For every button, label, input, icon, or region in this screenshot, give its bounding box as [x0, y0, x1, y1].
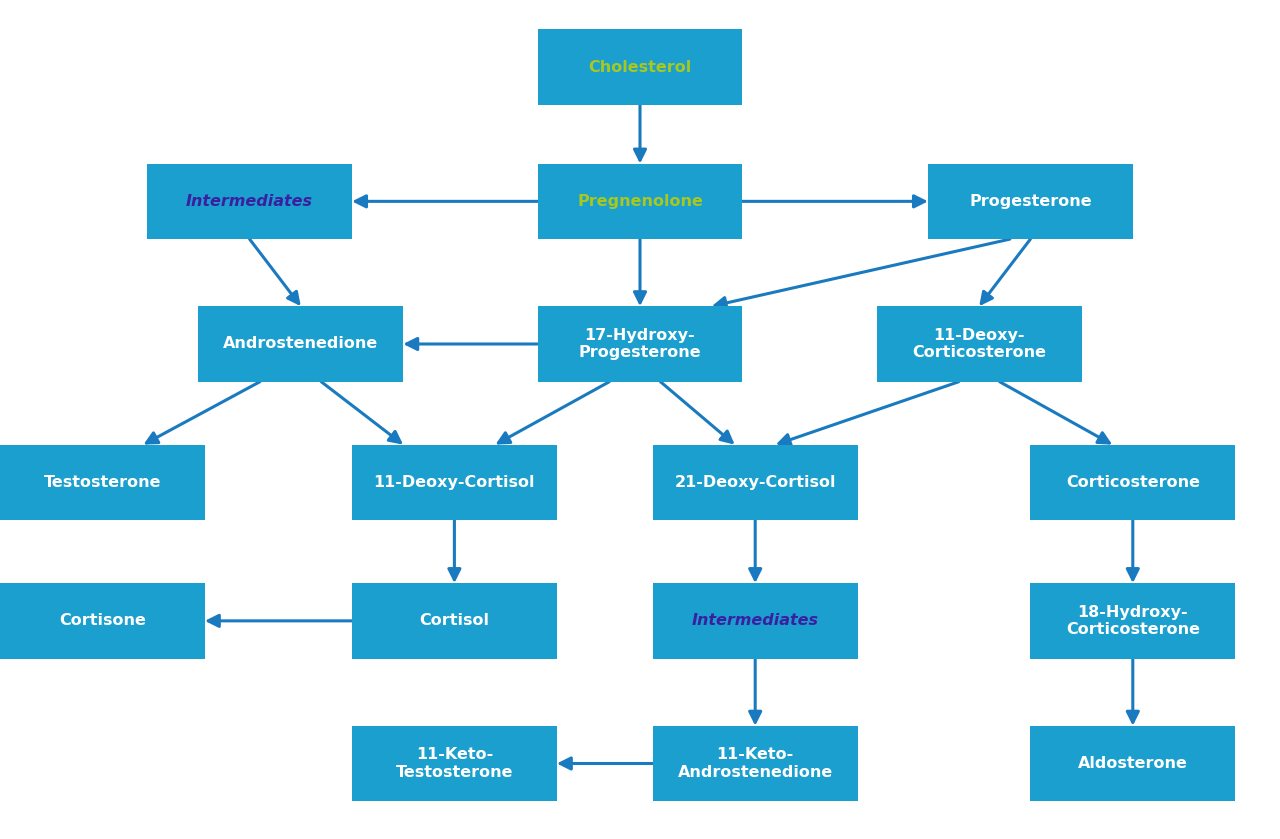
Text: Cortisol: Cortisol — [420, 613, 489, 628]
FancyBboxPatch shape — [352, 445, 557, 520]
FancyBboxPatch shape — [1030, 583, 1235, 659]
FancyBboxPatch shape — [147, 164, 352, 239]
FancyBboxPatch shape — [352, 583, 557, 659]
FancyBboxPatch shape — [877, 306, 1082, 382]
FancyBboxPatch shape — [653, 726, 858, 801]
Text: Testosterone: Testosterone — [44, 475, 161, 490]
Text: Intermediates: Intermediates — [186, 194, 314, 209]
Text: Aldosterone: Aldosterone — [1078, 756, 1188, 771]
FancyBboxPatch shape — [1030, 726, 1235, 801]
FancyBboxPatch shape — [0, 445, 205, 520]
Text: Progesterone: Progesterone — [969, 194, 1092, 209]
FancyBboxPatch shape — [538, 164, 742, 239]
FancyBboxPatch shape — [653, 445, 858, 520]
FancyBboxPatch shape — [352, 726, 557, 801]
Text: 11-Keto-
Androstenedione: 11-Keto- Androstenedione — [677, 748, 833, 779]
FancyBboxPatch shape — [538, 29, 742, 105]
Text: Androstenedione: Androstenedione — [223, 336, 379, 352]
Text: 18-Hydroxy-
Corticosterone: 18-Hydroxy- Corticosterone — [1066, 605, 1199, 637]
Text: 11-Keto-
Testosterone: 11-Keto- Testosterone — [396, 748, 513, 779]
Text: Intermediates: Intermediates — [691, 613, 819, 628]
FancyBboxPatch shape — [928, 164, 1133, 239]
Text: Cortisone: Cortisone — [59, 613, 146, 628]
Text: 11-Deoxy-
Corticosterone: 11-Deoxy- Corticosterone — [913, 328, 1046, 360]
FancyBboxPatch shape — [1030, 445, 1235, 520]
FancyBboxPatch shape — [0, 583, 205, 659]
Text: 21-Deoxy-Cortisol: 21-Deoxy-Cortisol — [675, 475, 836, 490]
FancyBboxPatch shape — [198, 306, 403, 382]
Text: Pregnenolone: Pregnenolone — [577, 194, 703, 209]
Text: Corticosterone: Corticosterone — [1066, 475, 1199, 490]
Text: 11-Deoxy-Cortisol: 11-Deoxy-Cortisol — [374, 475, 535, 490]
FancyBboxPatch shape — [538, 306, 742, 382]
Text: Cholesterol: Cholesterol — [589, 60, 691, 75]
Text: 17-Hydroxy-
Progesterone: 17-Hydroxy- Progesterone — [579, 328, 701, 360]
FancyBboxPatch shape — [653, 583, 858, 659]
